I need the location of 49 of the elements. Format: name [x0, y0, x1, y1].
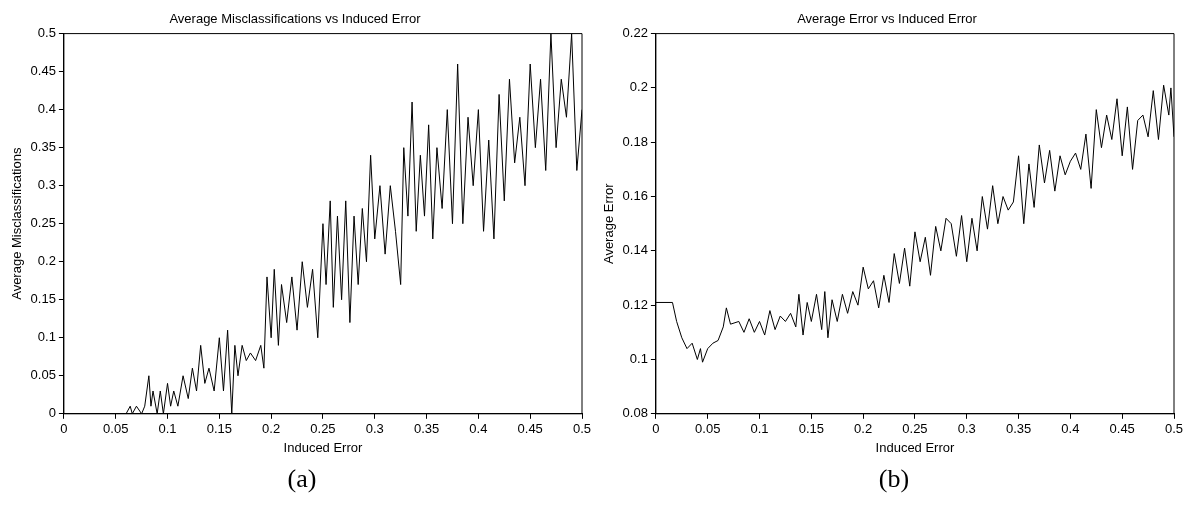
y-tick-label: 0.16 — [622, 188, 648, 204]
chart-title: Average Error vs Induced Error — [797, 11, 978, 27]
y-tick-label: 0.12 — [622, 296, 648, 312]
x-tick-label: 0.15 — [798, 421, 824, 437]
x-tick-label: 0.05 — [103, 421, 129, 437]
y-tick-label: 0.2 — [629, 79, 648, 95]
x-tick-label: 0 — [652, 421, 660, 437]
x-tick-label: 0.35 — [413, 421, 440, 437]
y-axis-title: Average Misclassifications — [9, 147, 25, 300]
y-tick-label: 0.45 — [30, 63, 56, 79]
x-axis-title: Induced Error — [875, 439, 955, 455]
x-tick-label: 0.25 — [902, 421, 928, 437]
y-tick-label: 0.4 — [37, 101, 56, 117]
y-tick-label: 0.25 — [30, 215, 56, 231]
x-tick-label: 0.15 — [206, 421, 232, 437]
x-tick-label: 0.25 — [310, 421, 336, 437]
y-tick-label: 0.14 — [622, 242, 648, 258]
x-tick-label: 0.45 — [517, 421, 543, 437]
x-tick-label: 0.2 — [854, 421, 873, 437]
text: (b) — [878, 464, 910, 494]
x-tick-label: 0.5 — [1164, 421, 1184, 437]
x-tick-label: 0.4 — [469, 421, 488, 437]
y-tick-label: 0 — [48, 405, 56, 421]
x-tick-label: 0.5 — [572, 421, 592, 437]
y-tick-label: 0.2 — [37, 253, 56, 269]
chart-title: Average Misclassifications vs Induced Error — [169, 11, 422, 27]
y-tick-label: 0.35 — [30, 139, 56, 155]
text: (a) — [287, 464, 317, 494]
y-tick-label: 0.5 — [37, 25, 56, 41]
y-tick-label: 0.22 — [622, 25, 648, 41]
y-tick-label: 0.1 — [629, 351, 648, 367]
y-tick-label: 0.3 — [37, 177, 56, 193]
x-tick-label: 0.1 — [750, 421, 769, 437]
y-tick-label: 0.1 — [37, 329, 56, 345]
x-tick-label: 0.1 — [158, 421, 177, 437]
y-tick-label: 0.05 — [30, 367, 56, 383]
y-tick-label: 0.15 — [30, 291, 56, 307]
y-tick-label: 0.18 — [622, 133, 648, 149]
x-tick-label: 0.3 — [957, 421, 976, 437]
x-tick-label: 0.3 — [365, 421, 384, 437]
y-axis-title: Average Error — [601, 182, 617, 265]
x-tick-label: 0.35 — [1005, 421, 1032, 437]
x-tick-label: 0 — [60, 421, 68, 437]
x-axis-title: Induced Error — [283, 439, 363, 455]
x-tick-label: 0.05 — [695, 421, 721, 437]
x-tick-label: 0.4 — [1061, 421, 1080, 437]
y-tick-label: 0.08 — [622, 405, 648, 421]
x-tick-label: 0.2 — [262, 421, 281, 437]
x-tick-label: 0.45 — [1109, 421, 1135, 437]
